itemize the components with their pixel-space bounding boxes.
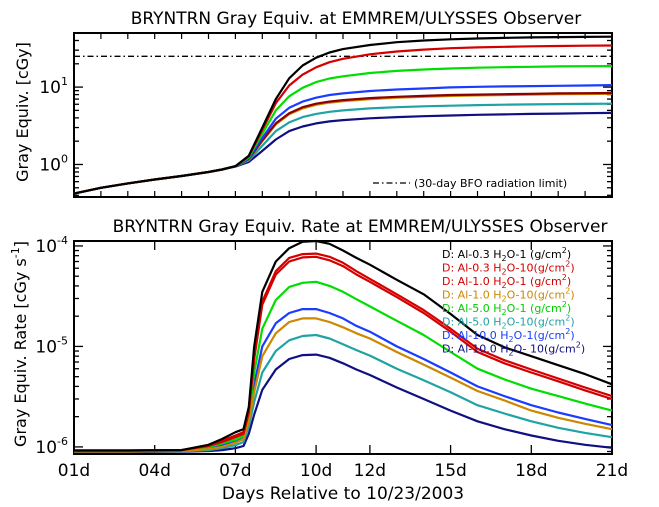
legend-entry-sup: 2 — [565, 287, 570, 296]
reference-line-label: (30-day BFO radiation limit) — [414, 177, 567, 190]
legend-entry-pre: D: Al-5.0 H — [442, 316, 502, 329]
legend-entry-pre: D: Al-0.3 H — [442, 262, 502, 275]
bottom-y-tick-base: 10 — [35, 438, 57, 458]
bottom-x-tick-label: 10d — [300, 461, 332, 481]
top-y-tick-label: 101 — [39, 75, 68, 98]
legend-entry-sub: 2 — [508, 335, 513, 344]
bottom-y-axis-label-end: ] — [11, 241, 30, 247]
bottom-y-tick-base: 10 — [35, 237, 57, 257]
bottom-y-axis-label-main: Gray Equiv. Rate [cGy s — [11, 258, 30, 447]
top-y-tick-label: 100 — [39, 152, 68, 175]
legend-entry-sub: 2 — [502, 281, 507, 290]
legend-entry-mid: O-10(g/cm — [507, 262, 566, 275]
top-y-tick-exp: 0 — [61, 152, 68, 165]
bottom-x-tick-label: 18d — [515, 461, 547, 481]
legend-entry-pre: D: Al-0.3 H — [442, 248, 502, 261]
legend-entry: D: Al-0.3 H2O-10(g/cm2) — [442, 260, 575, 277]
top-y-tick-exp: 1 — [61, 75, 68, 88]
top-y-tick-base: 10 — [39, 155, 61, 175]
bottom-x-tick-label: 12d — [354, 461, 386, 481]
bottom-chart-title: BRYNTRN Gray Equiv. Rate at EMMREM/ULYSS… — [113, 217, 608, 237]
bottom-series-line-8 — [74, 353, 613, 454]
legend-entry-post: ) — [570, 316, 574, 329]
legend-entry-mid: O-1 (g/cm — [507, 302, 562, 315]
top-chart-title: BRYNTRN Gray Equiv. at EMMREM/ULYSSES Ob… — [131, 9, 581, 29]
legend-entry: D: Al-1.0 H2O-1 (g/cm2) — [442, 273, 571, 290]
bottom-y-tick-base: 10 — [35, 337, 57, 357]
legend-entry-pre: D: Al-5.0 H — [442, 302, 502, 315]
legend-entry-sub: 2 — [502, 322, 507, 331]
bottom-y-tick-exp: -5 — [57, 334, 68, 347]
bottom-plot-frame — [73, 240, 613, 455]
legend-entry-mid: O-10(g/cm — [507, 289, 566, 302]
legend-entry-post: ) — [570, 329, 574, 342]
legend-entry-sup: 2 — [565, 260, 570, 269]
legend-entry-sup: 2 — [565, 314, 570, 323]
top-y-tick-base: 10 — [39, 78, 61, 98]
legend-entry-pre: D: Al-10.0 H — [442, 343, 508, 356]
legend-entry-sup: 2 — [576, 341, 581, 350]
legend-entry-post: ) — [567, 275, 571, 288]
bottom-series-group — [74, 239, 613, 454]
legend-entry-sub: 2 — [508, 349, 513, 358]
legend-entry-mid: O-1 (g/cm — [507, 248, 562, 261]
bottom-x-tick-label: 15d — [434, 461, 466, 481]
bottom-series-line-4 — [74, 317, 613, 453]
bottom-x-tick-label: 04d — [138, 461, 170, 481]
bottom-y-tick-label: 10-5 — [35, 334, 68, 357]
legend-entry-sub: 2 — [502, 268, 507, 277]
bottom-x-tick-label: 07d — [219, 461, 251, 481]
bottom-y-tick-label: 10-6 — [35, 435, 68, 458]
bottom-series-line-6 — [74, 333, 613, 453]
legend-entry-mid: O-1 (g/cm — [507, 275, 562, 288]
bottom-y-axis-label-sup: -1 — [9, 247, 22, 258]
bottom-y-tick-exp: -4 — [57, 234, 68, 247]
legend-entry-mid: O- 10(g/cm — [514, 343, 576, 356]
legend-entry-post: ) — [581, 343, 585, 356]
legend-entry: D: Al-10.0 H2O-1(g/cm2) — [442, 327, 575, 344]
reference-line-legend: (30-day BFO radiation limit) — [373, 177, 567, 190]
bottom-y-axis-label: Gray Equiv. Rate [cGy s-1] — [9, 241, 30, 447]
legend-entry-sup: 2 — [565, 327, 570, 336]
top-y-axis-label: Gray Equiv. [cGy] — [13, 42, 32, 182]
bottom-x-axis-label: Days Relative to 10/23/2003 — [222, 484, 464, 504]
bottom-legend: D: Al-0.3 H2O-1 (g/cm2)D: Al-0.3 H2O-10(… — [442, 246, 585, 358]
legend-entry-post: ) — [567, 302, 571, 315]
chart-top: BRYNTRN Gray Equiv. at EMMREM/ULYSSES Ob… — [13, 9, 613, 198]
legend-entry: D: Al-5.0 H2O-10(g/cm2) — [442, 314, 575, 331]
chart-bottom: BRYNTRN Gray Equiv. Rate at EMMREM/ULYSS… — [9, 217, 628, 504]
legend-entry: D: Al-0.3 H2O-1 (g/cm2) — [442, 246, 571, 263]
legend-entry-sub: 2 — [502, 254, 507, 263]
legend-entry-sub: 2 — [502, 308, 507, 317]
legend-entry-post: ) — [567, 248, 571, 261]
top-series-group — [73, 35, 613, 195]
legend-entry-sup: 2 — [562, 246, 567, 255]
bottom-series-line-1 — [74, 239, 613, 452]
bottom-x-tick-label: 01d — [58, 461, 90, 481]
bottom-series-line-2 — [74, 252, 613, 452]
bottom-y-tick-label: 10-4 — [35, 234, 68, 257]
bottom-series-line-3 — [74, 255, 613, 452]
legend-entry-post: ) — [570, 289, 574, 302]
top-series-line-1 — [73, 35, 613, 195]
legend-entry-pre: D: Al-10.0 H — [442, 329, 508, 342]
legend-entry: D: Al-10.0 H2O- 10(g/cm2) — [442, 341, 585, 358]
legend-entry: D: Al-1.0 H2O-10(g/cm2) — [442, 287, 575, 304]
legend-entry: D: Al-5.0 H2O-1 (g/cm2) — [442, 300, 571, 317]
legend-entry-post: ) — [570, 262, 574, 275]
bottom-y-tick-exp: -6 — [57, 435, 68, 448]
bottom-series-line-7 — [74, 308, 613, 453]
legend-entry-mid: O-1(g/cm — [514, 329, 566, 342]
legend-entry-pre: D: Al-1.0 H — [442, 289, 502, 302]
bottom-x-tick-label: 21d — [596, 461, 628, 481]
legend-entry-sup: 2 — [562, 300, 567, 309]
legend-entry-sub: 2 — [502, 295, 507, 304]
legend-entry-sup: 2 — [562, 273, 567, 282]
legend-entry-pre: D: Al-1.0 H — [442, 275, 502, 288]
legend-entry-mid: O-10(g/cm — [507, 316, 566, 329]
bottom-series-line-5 — [74, 280, 613, 453]
